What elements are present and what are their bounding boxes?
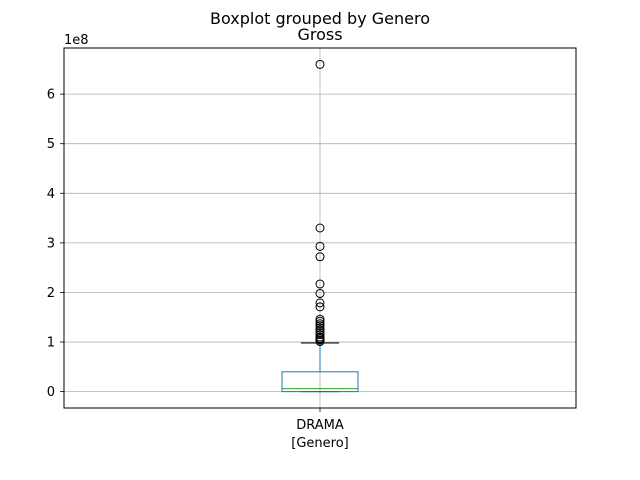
- outlier-point: [315, 316, 325, 326]
- y-tick-label: 4: [47, 187, 55, 202]
- outlier-point: [315, 252, 325, 262]
- x-tick-label: DRAMA: [296, 418, 344, 433]
- outlier-point: [315, 298, 325, 308]
- box-iqr: [281, 371, 359, 393]
- outlier-point: [315, 330, 325, 340]
- outlier-point: [315, 223, 325, 233]
- chart-title: Gross: [297, 25, 342, 44]
- x-axis-label: [Genero]: [291, 436, 348, 451]
- y-tick-label: 0: [47, 385, 55, 400]
- outlier-point: [315, 337, 325, 347]
- y-tick-label: 6: [47, 88, 55, 103]
- y-tick-label: 1: [47, 336, 55, 351]
- y-tick-label: 2: [47, 286, 55, 301]
- y-axis: 0 1 2 3 4 5 6: [47, 88, 64, 400]
- outlier-point: [315, 59, 325, 69]
- outlier-point: [315, 321, 325, 331]
- outlier-point: [315, 241, 325, 251]
- y-tick-label: 5: [47, 137, 55, 152]
- outlier-point: [315, 302, 325, 312]
- x-axis: DRAMA: [296, 408, 344, 433]
- outlier-point: [315, 288, 325, 298]
- chart-suptitle: Boxplot grouped by Genero: [210, 9, 430, 28]
- y-offset-label: 1e8: [64, 33, 89, 48]
- outlier-point: [315, 279, 325, 289]
- box-layer: [281, 59, 359, 393]
- y-tick-label: 3: [47, 236, 55, 251]
